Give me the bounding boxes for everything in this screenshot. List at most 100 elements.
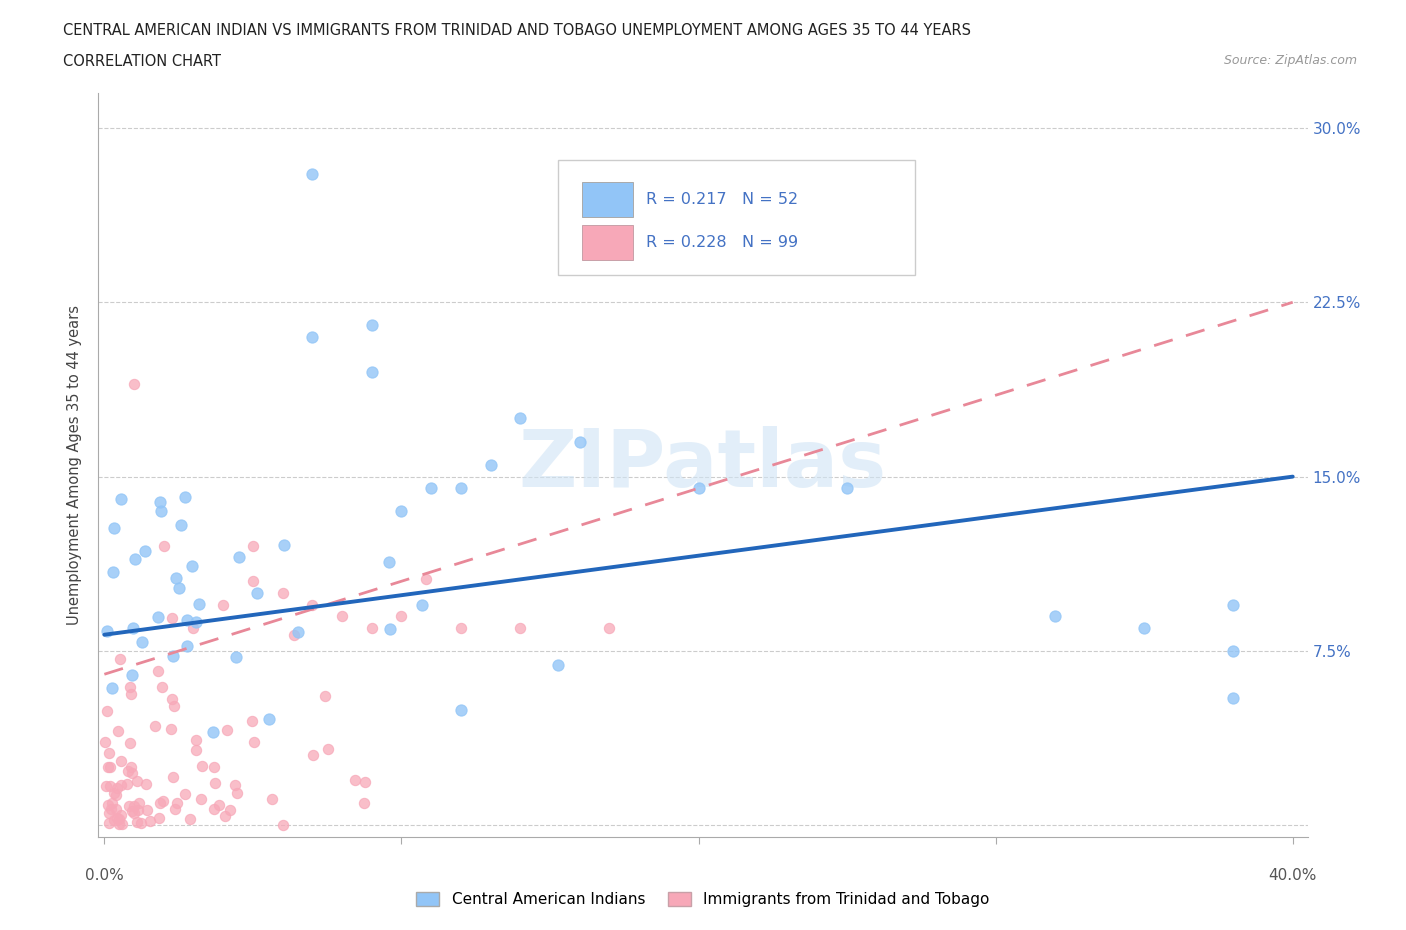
Text: 40.0%: 40.0%	[1268, 868, 1317, 883]
Point	[301, 748, 323, 763]
Point	[162, 648, 184, 663]
Point	[240, 713, 263, 728]
Point	[260, 791, 283, 806]
Point	[283, 627, 305, 642]
Point	[228, 550, 250, 565]
Point	[108, 811, 131, 826]
Point	[202, 760, 225, 775]
Point	[101, 681, 124, 696]
Point	[127, 803, 149, 817]
Point	[98, 816, 121, 830]
Point	[217, 723, 239, 737]
Point	[107, 724, 129, 738]
Point	[174, 787, 197, 802]
Point	[149, 796, 172, 811]
Point	[135, 777, 157, 791]
Point	[110, 808, 132, 823]
Point	[187, 597, 209, 612]
Point	[103, 813, 125, 828]
Point	[450, 481, 472, 496]
Point	[122, 376, 145, 391]
Point	[415, 571, 437, 586]
Point	[176, 613, 198, 628]
Point	[108, 817, 131, 831]
Point	[479, 458, 502, 472]
Text: R = 0.228   N = 99: R = 0.228 N = 99	[647, 235, 799, 250]
Point	[176, 639, 198, 654]
Point	[202, 802, 225, 817]
Point	[186, 615, 208, 630]
Point	[150, 504, 173, 519]
Text: ZIPatlas: ZIPatlas	[519, 426, 887, 504]
Point	[97, 745, 120, 760]
Point	[568, 434, 591, 449]
Point	[420, 481, 443, 496]
Point	[226, 786, 249, 801]
Point	[105, 781, 128, 796]
Point	[117, 764, 139, 778]
Point	[183, 620, 205, 635]
Point	[118, 799, 141, 814]
Point	[360, 620, 382, 635]
Point	[110, 492, 132, 507]
Point	[547, 658, 569, 672]
Point	[152, 679, 174, 694]
Point	[204, 776, 226, 790]
Point	[122, 621, 145, 636]
Point	[149, 494, 172, 509]
Point	[134, 544, 156, 559]
Point	[97, 760, 120, 775]
Point	[391, 609, 413, 624]
Point	[378, 622, 401, 637]
Point	[120, 686, 142, 701]
Point	[103, 786, 125, 801]
Point	[122, 806, 145, 821]
Point	[378, 555, 401, 570]
Point	[450, 702, 472, 717]
Point	[110, 753, 132, 768]
Point	[170, 518, 193, 533]
Point	[360, 318, 382, 333]
Point	[301, 330, 323, 345]
Point	[835, 481, 858, 496]
Y-axis label: Unemployment Among Ages 35 to 44 years: Unemployment Among Ages 35 to 44 years	[67, 305, 83, 625]
Point	[129, 816, 152, 830]
Point	[124, 551, 146, 566]
Point	[1133, 620, 1156, 635]
Point	[330, 609, 353, 624]
Point	[118, 736, 141, 751]
Point	[127, 774, 149, 789]
Point	[160, 611, 183, 626]
Point	[118, 680, 141, 695]
Point	[242, 735, 264, 750]
Point	[163, 802, 186, 817]
Point	[122, 799, 145, 814]
Point	[301, 166, 323, 181]
Point	[103, 521, 125, 536]
Point	[509, 620, 531, 635]
Point	[353, 795, 375, 810]
Point	[104, 802, 127, 817]
Point	[121, 766, 143, 781]
FancyBboxPatch shape	[582, 225, 633, 260]
Point	[94, 735, 117, 750]
Point	[202, 724, 225, 739]
Point	[224, 777, 246, 792]
Point	[152, 539, 174, 554]
Point	[120, 759, 142, 774]
Point	[190, 791, 212, 806]
Point	[360, 365, 382, 379]
Point	[138, 813, 160, 828]
Point	[148, 811, 170, 826]
Point	[173, 489, 195, 504]
Point	[207, 798, 229, 813]
Point	[101, 796, 124, 811]
Point	[184, 732, 207, 747]
Point	[105, 811, 128, 826]
Point	[1222, 597, 1244, 612]
Point	[169, 580, 191, 595]
Point	[1222, 644, 1244, 658]
Point	[314, 688, 336, 703]
Point	[110, 778, 132, 793]
Text: CENTRAL AMERICAN INDIAN VS IMMIGRANTS FROM TRINIDAD AND TOBAGO UNEMPLOYMENT AMON: CENTRAL AMERICAN INDIAN VS IMMIGRANTS FR…	[63, 23, 972, 38]
